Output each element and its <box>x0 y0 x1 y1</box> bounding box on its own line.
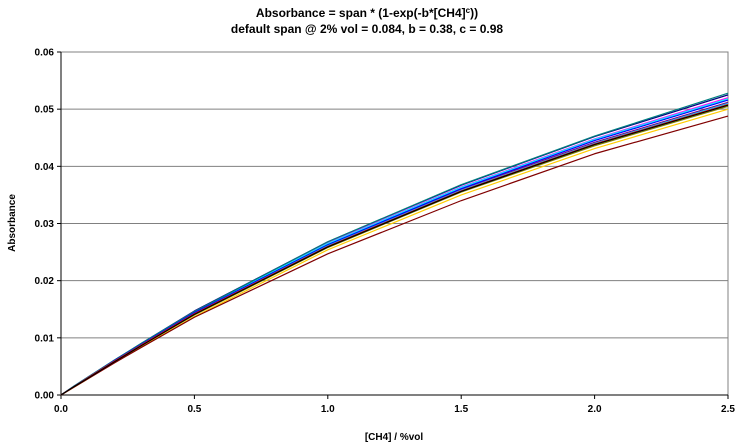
y-tick-label: 0.06 <box>35 48 55 59</box>
x-tick-label: 1.5 <box>454 404 468 415</box>
axis-ticks <box>57 51 729 399</box>
chart-title-end: )) <box>470 6 478 20</box>
chart-subtitle: default span @ 2% vol = 0.084, b = 0.38,… <box>231 22 503 36</box>
x-tick-label: 0.0 <box>54 404 68 415</box>
x-tick-label: 2.0 <box>588 404 602 415</box>
y-tick-label: 0.05 <box>35 105 55 116</box>
y-tick-label: 0.02 <box>35 276 55 287</box>
y-tick-label: 0.03 <box>35 219 55 230</box>
chart-title-superscript: c <box>466 6 471 15</box>
x-tick-label: 2.5 <box>721 404 735 415</box>
y-tick-label: 0.00 <box>35 391 55 402</box>
series-line-12 <box>60 104 729 396</box>
y-tick-label: 0.01 <box>35 333 55 344</box>
y-axis-label: Absorbance <box>7 194 18 252</box>
chart-title: Absorbance = span * (1-exp(-b*[CH4]c)) <box>256 6 478 21</box>
series-group <box>60 92 729 396</box>
x-axis-label: [CH4] / %vol <box>365 432 424 443</box>
x-tick-label: 0.5 <box>187 404 201 415</box>
y-tick-label: 0.04 <box>35 162 55 173</box>
gridlines <box>61 108 728 339</box>
x-tick-label: 1.0 <box>321 404 335 415</box>
chart-title-main: Absorbance = span * (1-exp(-b*[CH4] <box>256 6 466 20</box>
tick-labels: 0.00 0.01 0.02 0.03 0.04 0.05 0.06 0.0 0.5 1.0 1.5… <box>35 48 736 416</box>
